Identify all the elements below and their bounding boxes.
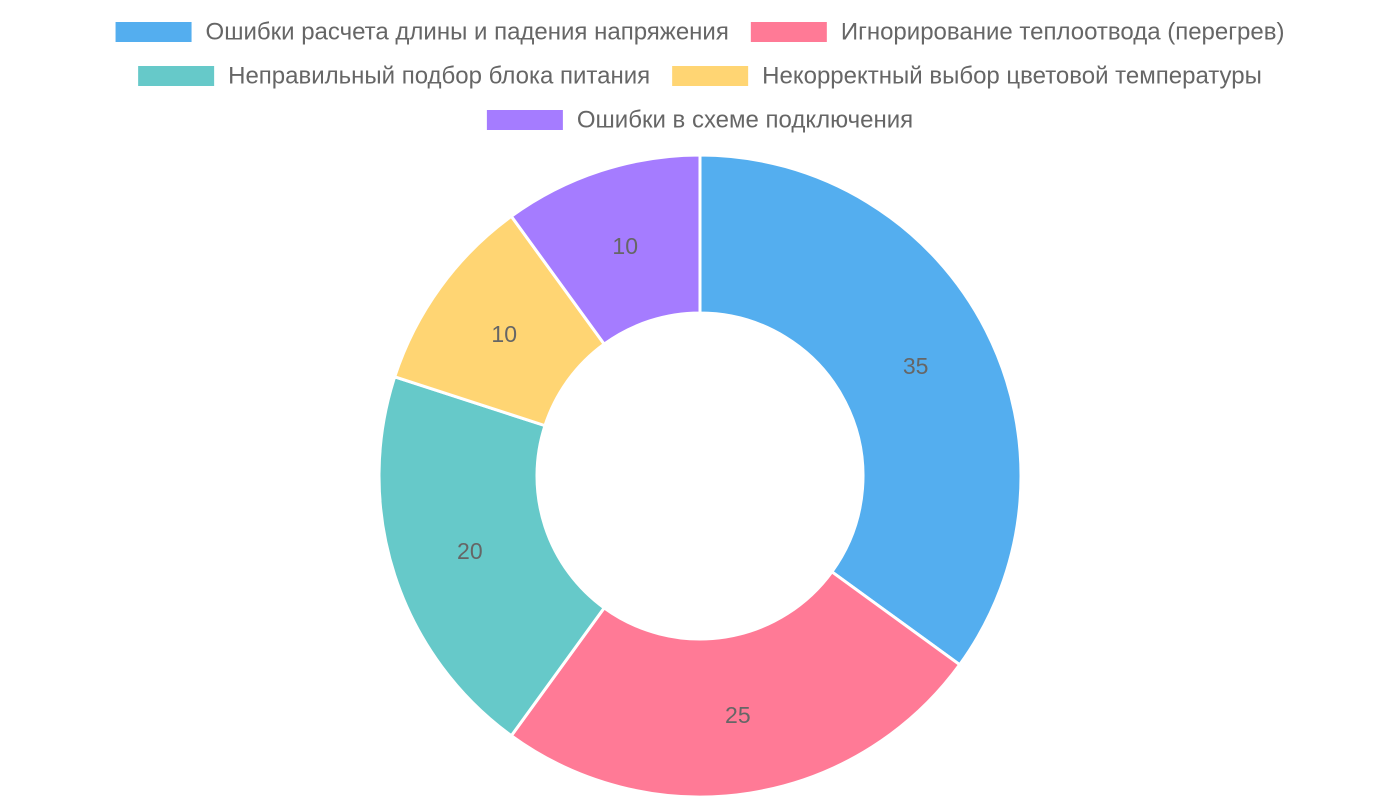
doughnut-slice[interactable] — [698, 153, 1023, 667]
slice-value-label: 25 — [725, 702, 751, 728]
legend-item[interactable]: Игнорирование теплоотвода (перегрев) — [750, 19, 1285, 46]
legend-label: Некорректный выбор цветовой температуры — [762, 63, 1262, 90]
legend-item[interactable]: Некорректный выбор цветовой температуры — [672, 63, 1262, 90]
doughnut-slice[interactable] — [377, 375, 606, 738]
chart-legend: Ошибки расчета длины и падения напряжени… — [115, 19, 1285, 134]
doughnut-slice[interactable] — [509, 570, 962, 799]
chart-slices — [377, 153, 1023, 799]
legend-swatch — [750, 22, 827, 42]
legend-swatch — [138, 66, 215, 86]
slice-value-label: 20 — [457, 538, 483, 564]
legend-swatch — [486, 110, 563, 130]
legend-label: Игнорирование теплоотвода (перегрев) — [841, 19, 1285, 46]
legend-swatch — [115, 22, 192, 42]
legend-swatch — [672, 66, 749, 86]
slice-value-label: 10 — [491, 321, 517, 347]
legend-label: Ошибки расчета длины и падения напряжени… — [206, 19, 729, 46]
slice-value-label: 35 — [903, 353, 929, 379]
legend-label: Ошибки в схеме подключения — [577, 107, 913, 134]
chart-value-labels: 35 25 20 10 10 — [457, 233, 928, 728]
doughnut-slice[interactable] — [509, 153, 702, 346]
legend-item[interactable]: Ошибки в схеме подключения — [486, 107, 913, 134]
legend-item[interactable]: Неправильный подбор блока питания — [138, 63, 650, 90]
legend-label: Неправильный подбор блока питания — [228, 63, 650, 90]
legend-item[interactable]: Ошибки расчета длины и падения напряжени… — [115, 19, 729, 46]
slice-value-label: 10 — [612, 233, 638, 259]
